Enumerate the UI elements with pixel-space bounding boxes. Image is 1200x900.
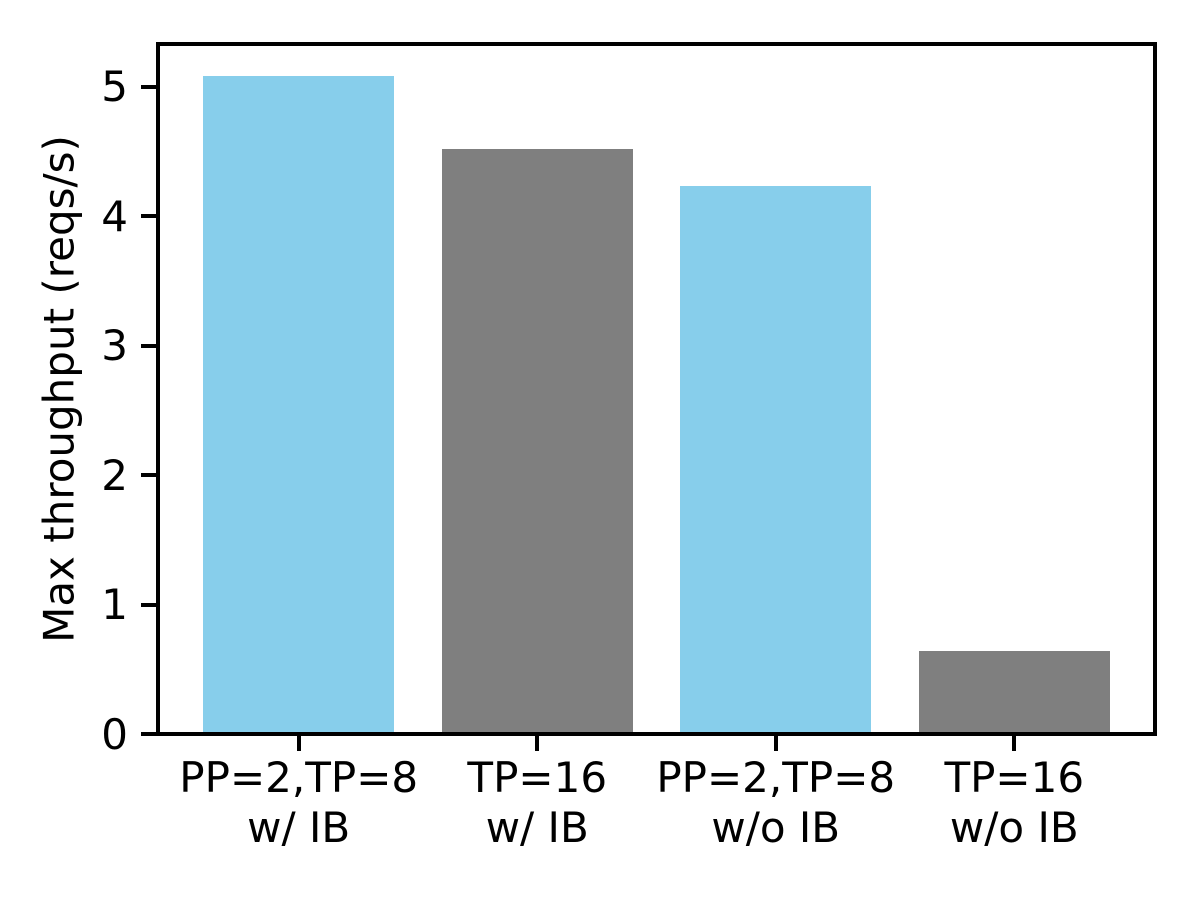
y-axis-label: Max throughput (reqs/s)	[34, 135, 84, 643]
y-tick-label-1: 1	[101, 580, 128, 630]
y-tick-mark-2	[141, 473, 156, 478]
y-tick-label-3: 3	[101, 321, 128, 371]
y-tick-label-5: 5	[101, 62, 128, 112]
y-tick-mark-3	[141, 343, 156, 348]
x-tick-mark-0	[296, 736, 301, 751]
x-tick-mark-1	[535, 736, 540, 751]
y-tick-label-0: 0	[101, 709, 128, 759]
y-tick-mark-0	[141, 732, 156, 736]
y-tick-label-4: 4	[101, 191, 128, 241]
bar-0	[203, 76, 395, 734]
y-tick-mark-4	[141, 214, 156, 219]
x-tick-label-1: TP=16 w/ IB	[467, 753, 608, 852]
x-tick-label-3: TP=16 w/o IB	[944, 753, 1085, 852]
bar-1	[441, 148, 633, 734]
x-tick-mark-2	[773, 736, 778, 751]
x-tick-label-2: PP=2,TP=8 w/o IB	[656, 753, 896, 852]
x-tick-label-0: PP=2,TP=8 w/ IB	[179, 753, 419, 852]
y-tick-mark-1	[141, 602, 156, 607]
x-tick-mark-3	[1012, 736, 1017, 751]
bar-3	[918, 651, 1110, 734]
bar-2	[680, 186, 872, 734]
y-tick-label-2: 2	[101, 450, 128, 500]
y-tick-mark-5	[141, 84, 156, 89]
